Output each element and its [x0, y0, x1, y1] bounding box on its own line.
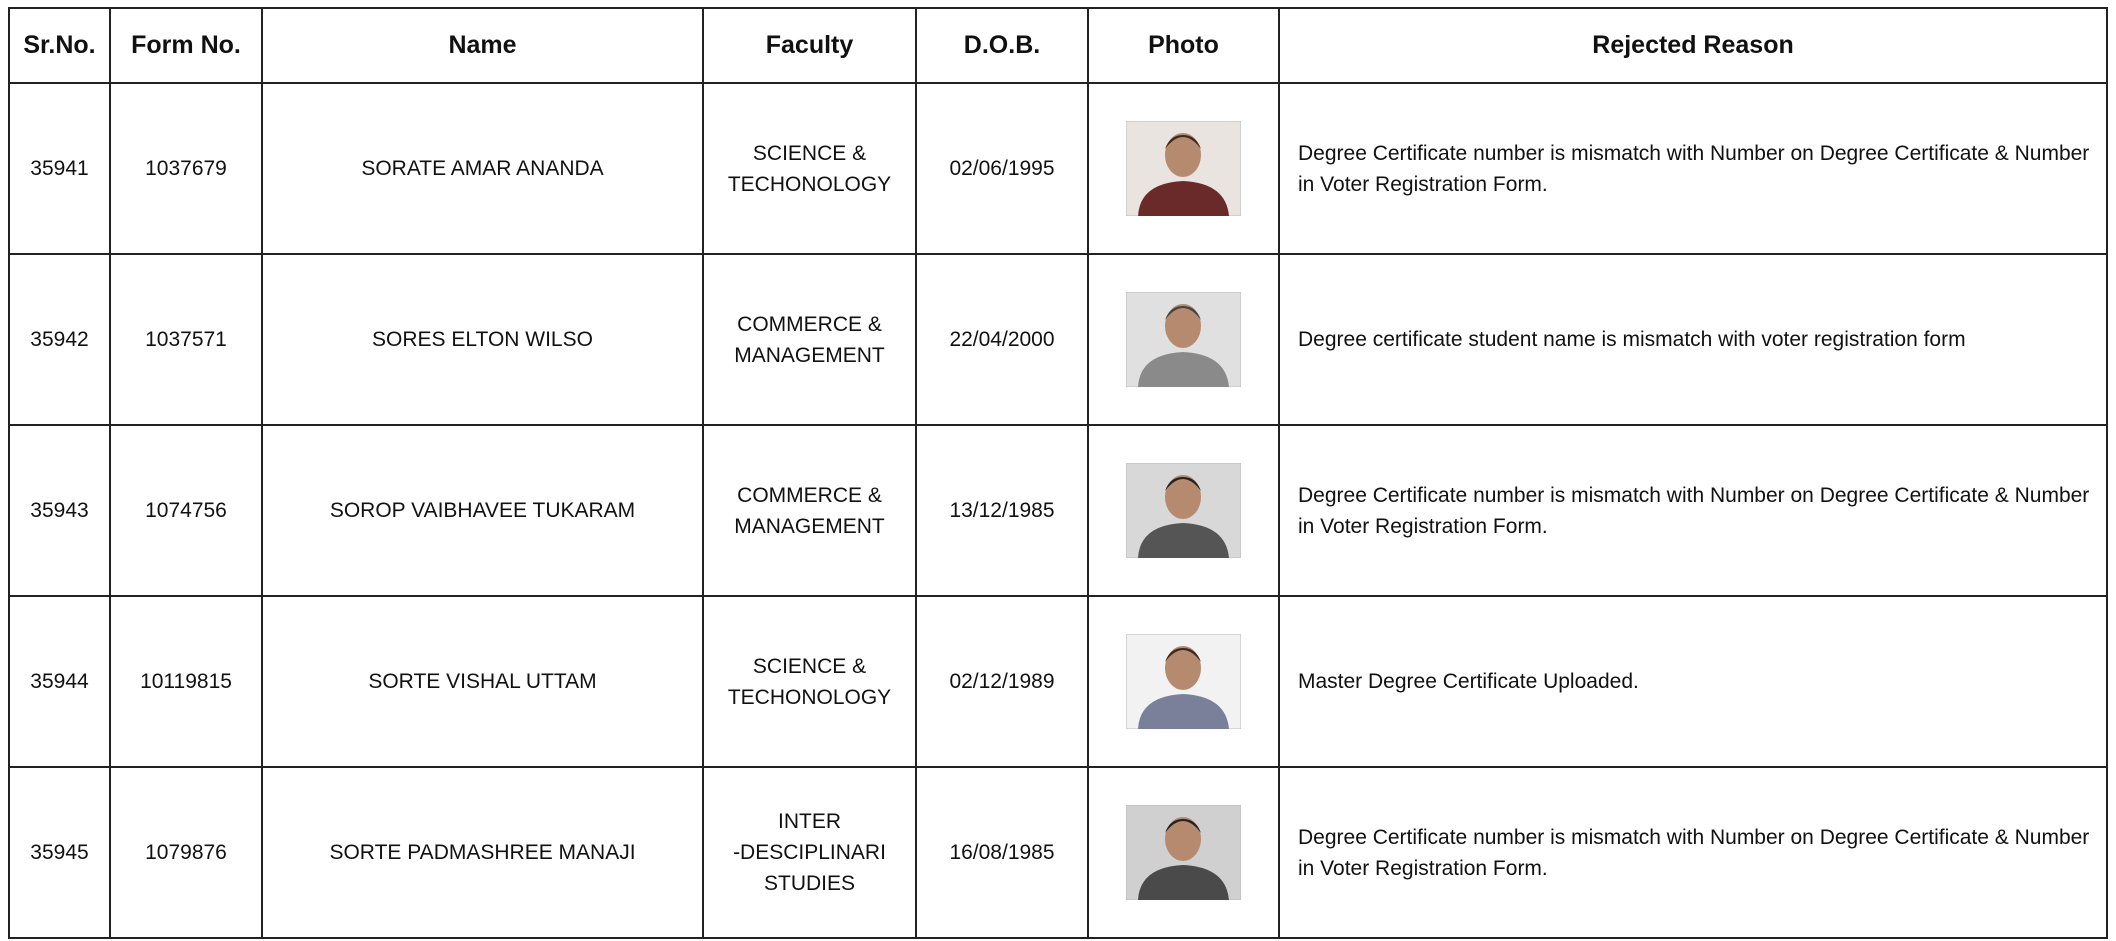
reason-cell: Degree certificate student name is misma… — [1278, 253, 2108, 426]
reason-cell: Degree Certificate number is mismatch wi… — [1278, 424, 2108, 597]
photo — [1126, 121, 1241, 216]
form-no-cell: 1037679 — [109, 82, 263, 255]
form-no-cell: 1079876 — [109, 766, 263, 939]
data-row: 35945 1079876 SORTE PADMASHREE MANAJI INTER… — [8, 766, 2108, 939]
form-no-cell: 1037571 — [109, 253, 263, 426]
name-cell: SOROP VAIBHAVEE TUKARAM — [261, 424, 704, 597]
photo — [1126, 634, 1241, 729]
header-cell: Form No. — [109, 7, 263, 84]
dob-cell: 13/12/1985 — [915, 424, 1089, 597]
dob-cell: 22/04/2000 — [915, 253, 1089, 426]
data-row: 35942 1037571 SORES ELTON WILSO COMMERCE & … — [8, 253, 2108, 426]
sr-no-cell: 35945 — [8, 766, 111, 939]
reason-cell: Master Degree Certificate Uploaded. — [1278, 595, 2108, 768]
photo-cell — [1087, 766, 1280, 939]
dob-cell: 02/06/1995 — [915, 82, 1089, 255]
dob-cell: 02/12/1989 — [915, 595, 1089, 768]
photo — [1126, 463, 1241, 558]
header-row: Sr.No. Form No. Name Faculty D.O.B. Photo Reje… — [8, 7, 2108, 84]
photo-cell — [1087, 82, 1280, 255]
sr-no-cell: 35941 — [8, 82, 111, 255]
sr-no-cell: 35942 — [8, 253, 111, 426]
header-cell: Rejected Reason — [1278, 7, 2108, 84]
photo — [1126, 805, 1241, 900]
data-row: 35944 10119815 SORTE VISHAL UTTAM SCIENCE &… — [8, 595, 2108, 768]
faculty-cell: COMMERCE & MANAGEMENT — [702, 253, 917, 426]
reason-cell: Degree Certificate number is mismatch wi… — [1278, 82, 2108, 255]
data-row: 35943 1074756 SOROP VAIBHAVEE TUKARAM COMME… — [8, 424, 2108, 597]
name-cell: SORTE PADMASHREE MANAJI — [261, 766, 704, 939]
header-cell: Photo — [1087, 7, 1280, 84]
faculty-cell: SCIENCE & TECHONOLOGY — [702, 595, 917, 768]
form-no-cell: 10119815 — [109, 595, 263, 768]
rejection-table: Sr.No. Form No. Name Faculty D.O.B. Photo Reje… — [8, 7, 2108, 939]
faculty-cell: SCIENCE & TECHONOLOGY — [702, 82, 917, 255]
header-cell: Faculty — [702, 7, 917, 84]
table-body: 35941 1037679 SORATE AMAR ANANDA SCIENCE & … — [8, 82, 2108, 939]
form-no-cell: 1074756 — [109, 424, 263, 597]
dob-cell: 16/08/1985 — [915, 766, 1089, 939]
name-cell: SORES ELTON WILSO — [261, 253, 704, 426]
sr-no-cell: 35943 — [8, 424, 111, 597]
photo-cell — [1087, 253, 1280, 426]
photo-cell — [1087, 595, 1280, 768]
header-cell: Sr.No. — [8, 7, 111, 84]
reason-cell: Degree Certificate number is mismatch wi… — [1278, 766, 2108, 939]
faculty-cell: COMMERCE & MANAGEMENT — [702, 424, 917, 597]
name-cell: SORTE VISHAL UTTAM — [261, 595, 704, 768]
faculty-cell: INTER -DESCIPLINARI STUDIES — [702, 766, 917, 939]
photo — [1126, 292, 1241, 387]
photo-cell — [1087, 424, 1280, 597]
name-cell: SORATE AMAR ANANDA — [261, 82, 704, 255]
data-row: 35941 1037679 SORATE AMAR ANANDA SCIENCE & … — [8, 82, 2108, 255]
sr-no-cell: 35944 — [8, 595, 111, 768]
header-cell: Name — [261, 7, 704, 84]
header-cell: D.O.B. — [915, 7, 1089, 84]
